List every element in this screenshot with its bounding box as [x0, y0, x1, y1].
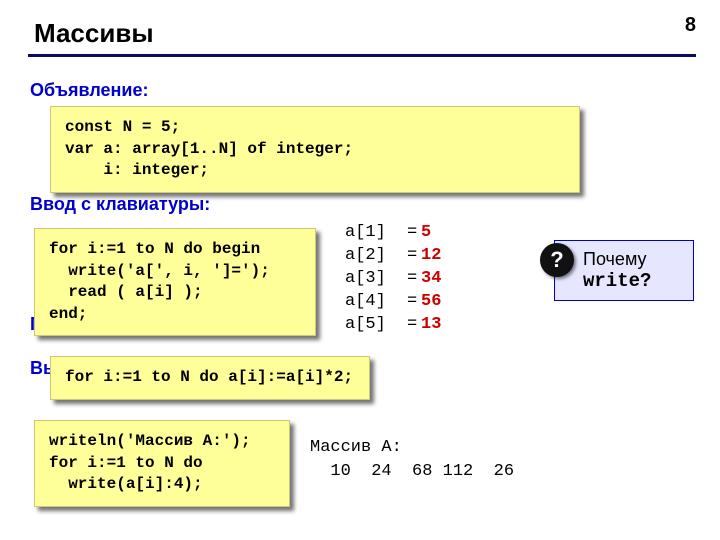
section-input: Ввод с клавиатуры:	[30, 194, 210, 215]
callout-box: Почему write?	[554, 240, 694, 301]
output-text: Массив A: 10 24 68 112 26	[310, 436, 514, 484]
page-number: 8	[685, 14, 696, 37]
array-row: a[1]= 5	[345, 222, 441, 245]
section-declare: Объявление:	[30, 80, 149, 101]
array-value: 5	[421, 222, 431, 245]
array-value: 34	[421, 268, 441, 291]
array-key: a[1]	[345, 222, 407, 245]
page-title: Массивы	[34, 18, 154, 49]
code-input: for i:=1 to N do begin write('a[', i, ']…	[34, 228, 316, 336]
callout-line1: Почему	[583, 249, 677, 270]
array-key: a[5]	[345, 314, 407, 337]
code-declare: const N = 5; var a: array[1..N] of integ…	[50, 106, 580, 193]
array-row: a[3]= 34	[345, 268, 441, 291]
array-value: 12	[421, 245, 441, 268]
array-value: 56	[421, 291, 441, 314]
equals-sign: =	[407, 245, 421, 268]
question-icon: ?	[540, 243, 574, 277]
equals-sign: =	[407, 222, 421, 245]
array-row: a[4]= 56	[345, 291, 441, 314]
array-value: 13	[421, 314, 441, 337]
callout-line2: write?	[583, 270, 677, 292]
array-key: a[4]	[345, 291, 407, 314]
equals-sign: =	[407, 268, 421, 291]
array-values: a[1]= 5a[2]= 12a[3]= 34a[4]= 56a[5]= 13	[345, 222, 441, 337]
array-row: a[5]= 13	[345, 314, 441, 337]
title-rule	[28, 54, 696, 57]
array-row: a[2]= 12	[345, 245, 441, 268]
array-key: a[2]	[345, 245, 407, 268]
array-key: a[3]	[345, 268, 407, 291]
code-process: for i:=1 to N do a[i]:=a[i]*2;	[50, 356, 370, 400]
code-output: writeln('Массив A:'); for i:=1 to N do w…	[34, 420, 290, 507]
equals-sign: =	[407, 291, 421, 314]
equals-sign: =	[407, 314, 421, 337]
